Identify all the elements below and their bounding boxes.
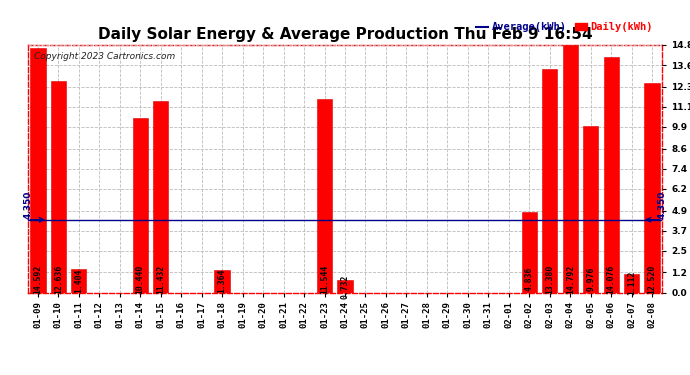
Text: 11.544: 11.544 <box>320 264 329 294</box>
Bar <box>30 48 46 292</box>
Bar <box>542 69 558 292</box>
Legend: Average(kWh), Daily(kWh): Average(kWh), Daily(kWh) <box>472 18 657 36</box>
Text: 12.520: 12.520 <box>648 264 657 294</box>
Bar <box>71 269 86 292</box>
Bar <box>583 126 598 292</box>
Text: 4.836: 4.836 <box>525 267 534 291</box>
Text: 1.404: 1.404 <box>75 268 83 293</box>
Text: 14.076: 14.076 <box>607 264 615 294</box>
Text: 11.432: 11.432 <box>156 264 165 294</box>
Text: 1.112: 1.112 <box>627 271 636 296</box>
Bar <box>317 99 332 292</box>
Text: 4.350: 4.350 <box>658 190 667 219</box>
Text: 10.440: 10.440 <box>136 264 145 294</box>
Bar <box>153 101 168 292</box>
Bar <box>604 57 619 292</box>
Bar <box>132 118 148 292</box>
Bar <box>522 211 537 292</box>
Bar <box>337 280 353 292</box>
Bar <box>644 83 660 292</box>
Text: 9.976: 9.976 <box>586 267 595 291</box>
Bar <box>624 274 640 292</box>
Bar <box>50 81 66 292</box>
Text: 13.380: 13.380 <box>545 264 554 294</box>
Title: Daily Solar Energy & Average Production Thu Feb 9 16:54: Daily Solar Energy & Average Production … <box>98 27 592 42</box>
Text: 0.732: 0.732 <box>340 274 350 298</box>
Text: 1.364: 1.364 <box>217 269 226 293</box>
Bar <box>562 45 578 292</box>
Text: 14.792: 14.792 <box>566 264 575 294</box>
Bar <box>215 270 230 292</box>
Text: Copyright 2023 Cartronics.com: Copyright 2023 Cartronics.com <box>34 53 175 62</box>
Text: 12.636: 12.636 <box>54 264 63 294</box>
Text: 4.350: 4.350 <box>23 190 32 219</box>
Text: 14.592: 14.592 <box>33 264 42 294</box>
